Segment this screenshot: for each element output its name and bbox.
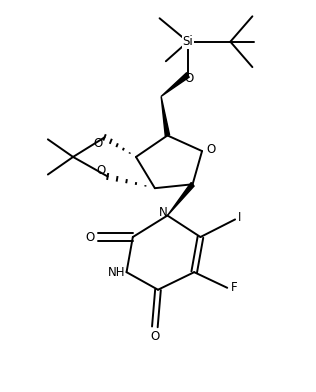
Polygon shape	[161, 73, 189, 96]
Text: O: O	[207, 143, 216, 156]
Text: O: O	[185, 72, 194, 85]
Text: NH: NH	[108, 266, 126, 279]
Text: O: O	[93, 137, 102, 150]
Text: O: O	[150, 330, 160, 343]
Text: F: F	[231, 281, 237, 294]
Polygon shape	[167, 183, 194, 216]
Text: N: N	[159, 206, 168, 219]
Text: Si: Si	[183, 35, 193, 48]
Text: O: O	[86, 230, 95, 243]
Text: I: I	[238, 211, 241, 224]
Polygon shape	[161, 96, 170, 136]
Text: O: O	[97, 164, 106, 177]
